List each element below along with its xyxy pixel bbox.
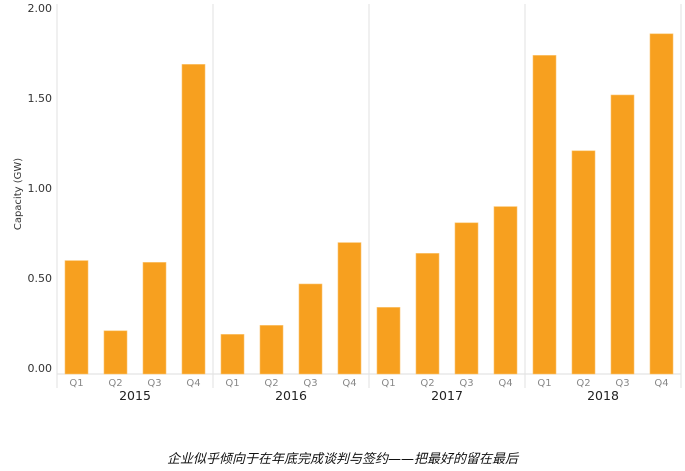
bar-2015-q3 — [142, 262, 167, 375]
y-tick-label: 1.50 — [28, 92, 53, 105]
y-tick-label: 0.00 — [28, 362, 53, 375]
x-tick-label: Q3 — [147, 378, 161, 389]
year-label: 2018 — [587, 388, 619, 403]
x-tick-label: Q4 — [342, 378, 356, 389]
y-axis-label: Capacity (GW) — [13, 158, 24, 230]
x-tick-label: Q2 — [420, 378, 434, 389]
year-label: 2017 — [431, 388, 463, 403]
x-tick-label: Q1 — [381, 378, 395, 389]
bar-2018-q3 — [610, 94, 635, 375]
x-tick-label: Q1 — [537, 378, 551, 389]
bar-2016-q3 — [298, 283, 323, 375]
bar-2015-q1 — [64, 260, 89, 375]
x-tick-label: Q3 — [459, 378, 473, 389]
bar-chart: 0.00 0.50 1.00 1.50 2.00 Capacity (GW) Q1 Q2 Q3 Q… — [13, 2, 682, 403]
x-tick-label: Q3 — [303, 378, 317, 389]
bar-2017-q1 — [376, 307, 401, 375]
y-tick-label: 0.50 — [28, 272, 53, 285]
x-tick-label: Q3 — [615, 378, 629, 389]
bar-2018-q4 — [649, 33, 674, 375]
x-tick-label: Q2 — [264, 378, 278, 389]
x-tick-label: Q4 — [498, 378, 512, 389]
year-label: 2016 — [275, 388, 307, 403]
x-tick-label: Q2 — [108, 378, 122, 389]
bar-2015-q2 — [103, 330, 128, 375]
y-tick-label: 2.00 — [28, 2, 53, 15]
x-tick-label: Q1 — [225, 378, 239, 389]
x-tick-label: Q2 — [576, 378, 590, 389]
bar-2018-q1 — [532, 55, 557, 375]
bar-2016-q2 — [259, 325, 284, 375]
year-label: 2015 — [119, 388, 151, 403]
bar-2018-q2 — [571, 150, 596, 375]
y-tick-label: 1.00 — [28, 182, 53, 195]
bar-2016-q4 — [337, 242, 362, 375]
caption: 企业似乎倾向于在年底完成谈判与签约——把最好的留在最后 — [166, 452, 518, 467]
x-tick-label: Q1 — [69, 378, 83, 389]
x-tick-label: Q4 — [186, 378, 200, 389]
bar-2015-q4 — [181, 64, 206, 375]
bar-2016-q1 — [220, 334, 245, 375]
bar-2017-q3 — [454, 222, 479, 375]
bar-2017-q2 — [415, 253, 440, 375]
bar-2017-q4 — [493, 206, 518, 375]
x-tick-label: Q4 — [654, 378, 668, 389]
